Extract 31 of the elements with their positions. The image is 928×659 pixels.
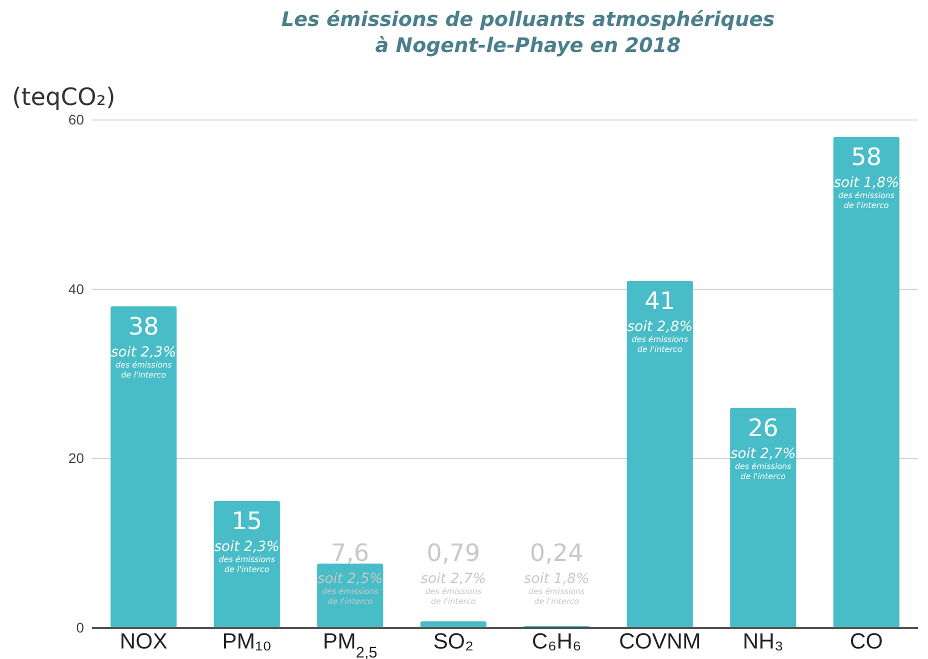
y-tick-label: 40 [68, 280, 84, 297]
x-tick-label: NH₃ [742, 628, 784, 654]
data-label: 38 [128, 312, 159, 340]
x-tick-label: COVNM [618, 628, 701, 654]
data-label: 26 [748, 414, 778, 442]
chart-title: Les émissions de polluants atmosphériques à Nogent-le-Phaye en 2018 [281, 7, 775, 57]
annotation: des émissions de l'interco [838, 190, 895, 210]
annotation: soit 1,8% [834, 174, 900, 191]
annotation: soit 2,7% [730, 446, 796, 462]
data-label: 58 [851, 142, 882, 171]
x-tick-label: SO₂ [433, 628, 474, 654]
annotation: des émissions de l'interco [218, 555, 276, 574]
data-label: 41 [644, 286, 676, 315]
annotation: des émissions de l'interco [115, 360, 172, 380]
y-tick-label: 0 [76, 619, 84, 636]
annotation: des émissions de l'interco [322, 587, 378, 606]
y-tick-label: 60 [68, 111, 84, 128]
annotation: soit 2,3% [110, 344, 176, 360]
x-tick-label: PM₁₀ [222, 628, 272, 654]
data-label: 15 [232, 507, 262, 535]
annotation: des émissions de l'interco [734, 462, 792, 481]
x-tick-label: NOX [120, 628, 168, 654]
x-tick-label: C₆H₆ [532, 628, 582, 654]
x-tick-label: PM$_{2,5}$ [322, 628, 378, 659]
annotation: soit 2,8% [627, 318, 693, 335]
y-tick-label: 20 [68, 450, 84, 466]
y-axis-title: (teqCO₂) [12, 83, 116, 111]
annotation: soit 2,5% [317, 571, 383, 587]
annotation: soit 2,3% [214, 539, 280, 555]
x-tick-label: CO [850, 628, 883, 654]
annotation: des émissions de l'interco [632, 334, 688, 354]
